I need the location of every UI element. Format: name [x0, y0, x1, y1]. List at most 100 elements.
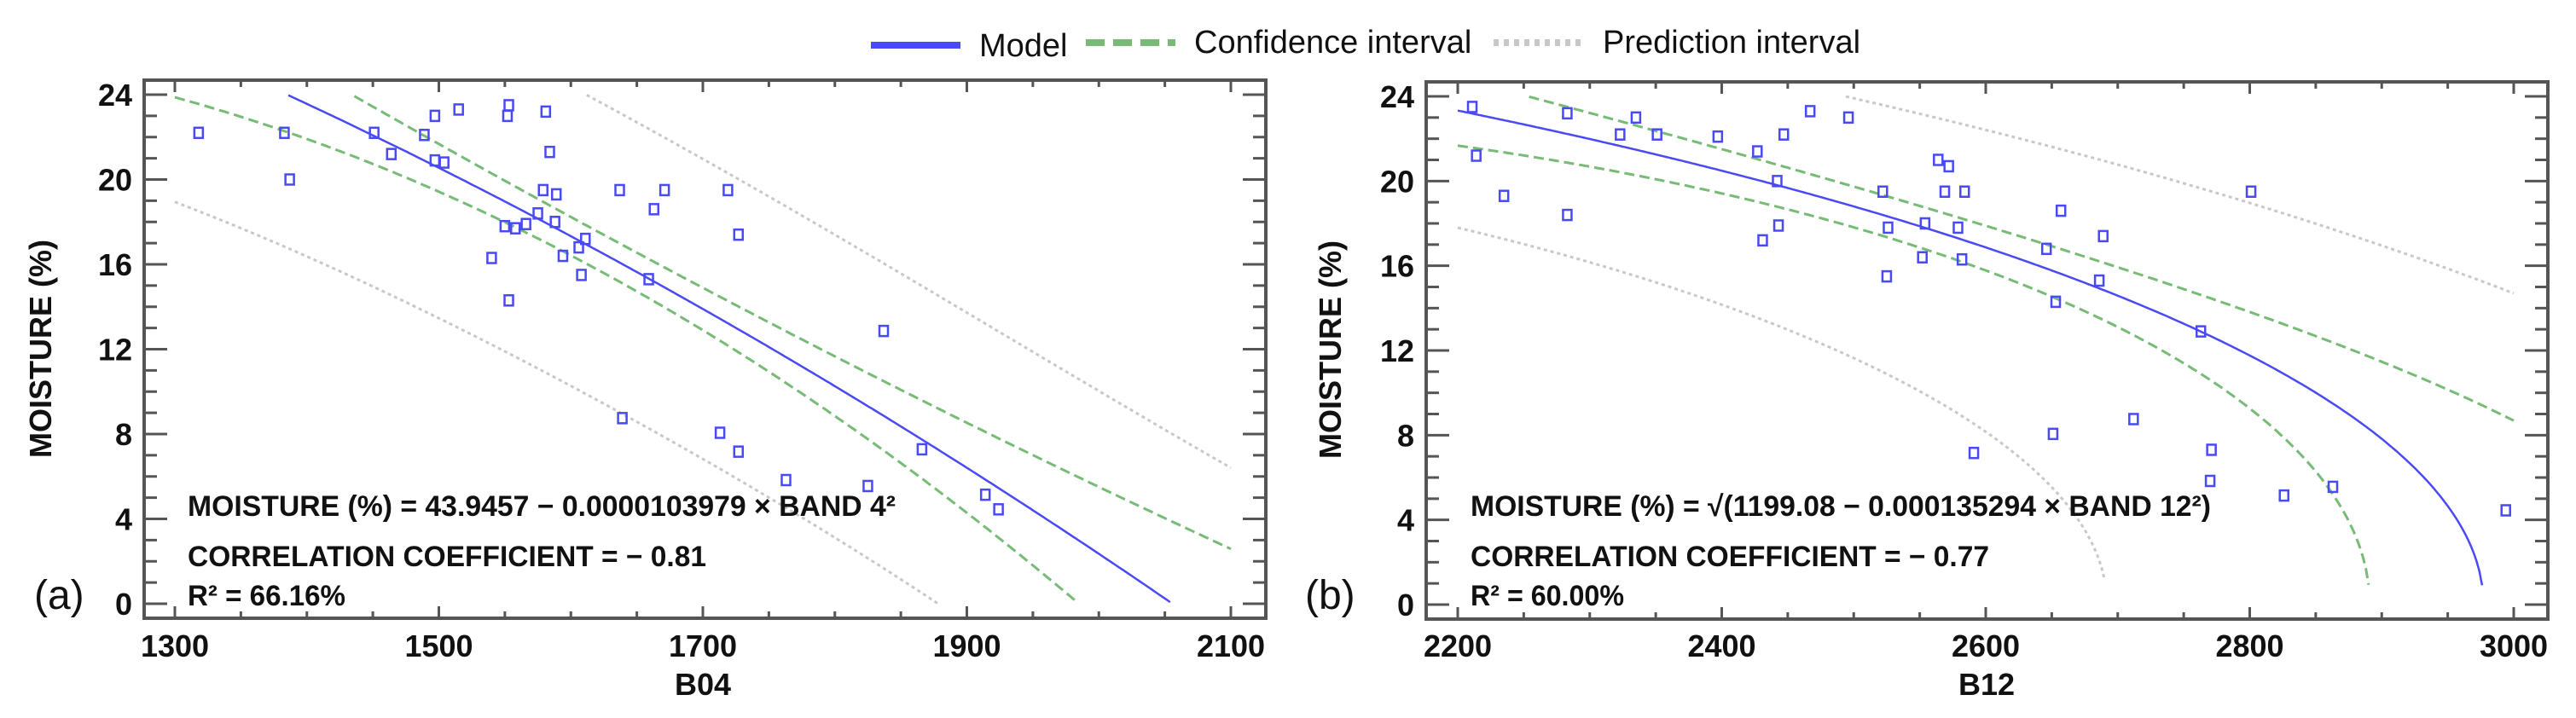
confidence-upper-line	[353, 95, 1232, 551]
data-point	[1752, 145, 1763, 158]
data-point	[1772, 175, 1783, 188]
data-point	[520, 217, 531, 230]
data-point	[1933, 153, 1944, 166]
data-point	[1778, 128, 1790, 141]
data-point	[1498, 189, 1510, 202]
x-tick-label: 3000	[2480, 628, 2548, 663]
data-point	[2206, 443, 2217, 456]
y-tick-label: 24	[1380, 79, 1414, 114]
data-point	[429, 109, 441, 123]
data-point	[576, 269, 587, 281]
y-tick-label: 8	[115, 417, 132, 452]
model-line	[287, 94, 1171, 604]
y-tick-label: 16	[98, 247, 132, 282]
data-point	[503, 99, 514, 112]
data-point	[503, 294, 514, 307]
x-tick-label: 1900	[932, 628, 1001, 663]
data-point	[1562, 107, 1573, 120]
panel-label: (b)	[1305, 573, 1355, 618]
data-point	[2128, 413, 2139, 426]
plot-frame	[1424, 80, 2550, 621]
r2-text: R² = 60.00%	[1471, 580, 1624, 612]
model-line	[1457, 109, 2484, 586]
x-tick-label: 2100	[1197, 628, 1265, 663]
data-point	[659, 183, 670, 197]
y-axis-label: MOISTURE (%)	[1313, 240, 1348, 459]
equation-text: MOISTURE (%) = 43.9457 − 0.0000103979 × …	[188, 490, 896, 523]
data-point	[1712, 130, 1724, 143]
data-point	[733, 228, 745, 241]
data-point	[1630, 111, 1642, 124]
data-point	[2278, 489, 2289, 502]
x-tick-label: 1300	[141, 628, 209, 663]
data-point	[557, 249, 569, 263]
y-tick-label: 20	[1380, 164, 1414, 199]
legend-prediction-label: Prediction interval	[1603, 25, 1860, 61]
y-tick-label: 4	[1397, 503, 1414, 538]
data-point	[279, 126, 290, 140]
data-point	[780, 473, 792, 487]
y-tick-label: 16	[1380, 249, 1414, 284]
data-point	[878, 324, 890, 338]
data-point	[193, 126, 205, 140]
panel-label: (a)	[34, 573, 84, 618]
data-point	[510, 222, 521, 235]
data-point	[2195, 325, 2207, 338]
x-tick-label: 2400	[1687, 628, 1755, 663]
data-point	[2097, 229, 2109, 243]
data-point	[1919, 217, 1931, 230]
data-point	[540, 105, 552, 119]
y-tick-label: 20	[98, 163, 132, 198]
data-point	[617, 412, 628, 425]
data-point	[550, 188, 562, 201]
data-point	[1943, 159, 1954, 173]
y-tick-label: 0	[115, 587, 132, 622]
plot-frame	[142, 78, 1268, 620]
data-point	[2204, 474, 2216, 488]
data-point	[733, 445, 745, 458]
data-point	[537, 183, 549, 197]
y-tick-label: 24	[98, 78, 132, 113]
x-tick-label: 1500	[404, 628, 473, 663]
data-point	[1968, 446, 1980, 460]
data-point	[453, 103, 464, 116]
data-point	[1772, 219, 1784, 232]
y-tick-label: 12	[98, 333, 132, 368]
prediction-upper-line	[1845, 95, 2515, 295]
data-point	[1804, 105, 1816, 118]
correlation-text: CORRELATION COEFFICIENT = − 0.81	[188, 541, 706, 573]
prediction-lower-line	[174, 200, 939, 605]
data-point	[2245, 185, 2257, 198]
data-point	[916, 443, 928, 456]
data-point	[580, 232, 591, 246]
data-point	[502, 109, 513, 123]
data-point	[1958, 185, 1970, 198]
confidence-lower-line	[1457, 144, 2370, 586]
data-point	[1757, 234, 1768, 247]
y-tick-label: 4	[115, 502, 132, 537]
data-point	[979, 488, 991, 501]
data-point	[419, 129, 430, 142]
data-point	[862, 479, 873, 493]
data-point	[1615, 128, 1626, 141]
data-point	[1952, 221, 1964, 235]
data-point	[1939, 185, 1951, 198]
x-axis-label: B04	[675, 667, 731, 702]
r2-text: R² = 66.16%	[188, 580, 345, 612]
data-point	[573, 240, 584, 254]
confidence-lower-line	[174, 96, 1079, 604]
data-point	[2055, 204, 2067, 217]
data-point	[614, 183, 625, 197]
data-point	[714, 426, 726, 439]
x-tick-label: 2800	[2215, 628, 2283, 663]
data-point	[1562, 208, 1573, 222]
data-point	[368, 126, 380, 140]
data-point	[284, 173, 295, 186]
data-point	[2093, 274, 2105, 287]
y-tick-label: 12	[1380, 333, 1414, 368]
data-point	[438, 156, 450, 169]
data-point	[648, 203, 659, 216]
data-point	[643, 273, 654, 286]
data-point	[2500, 504, 2511, 517]
